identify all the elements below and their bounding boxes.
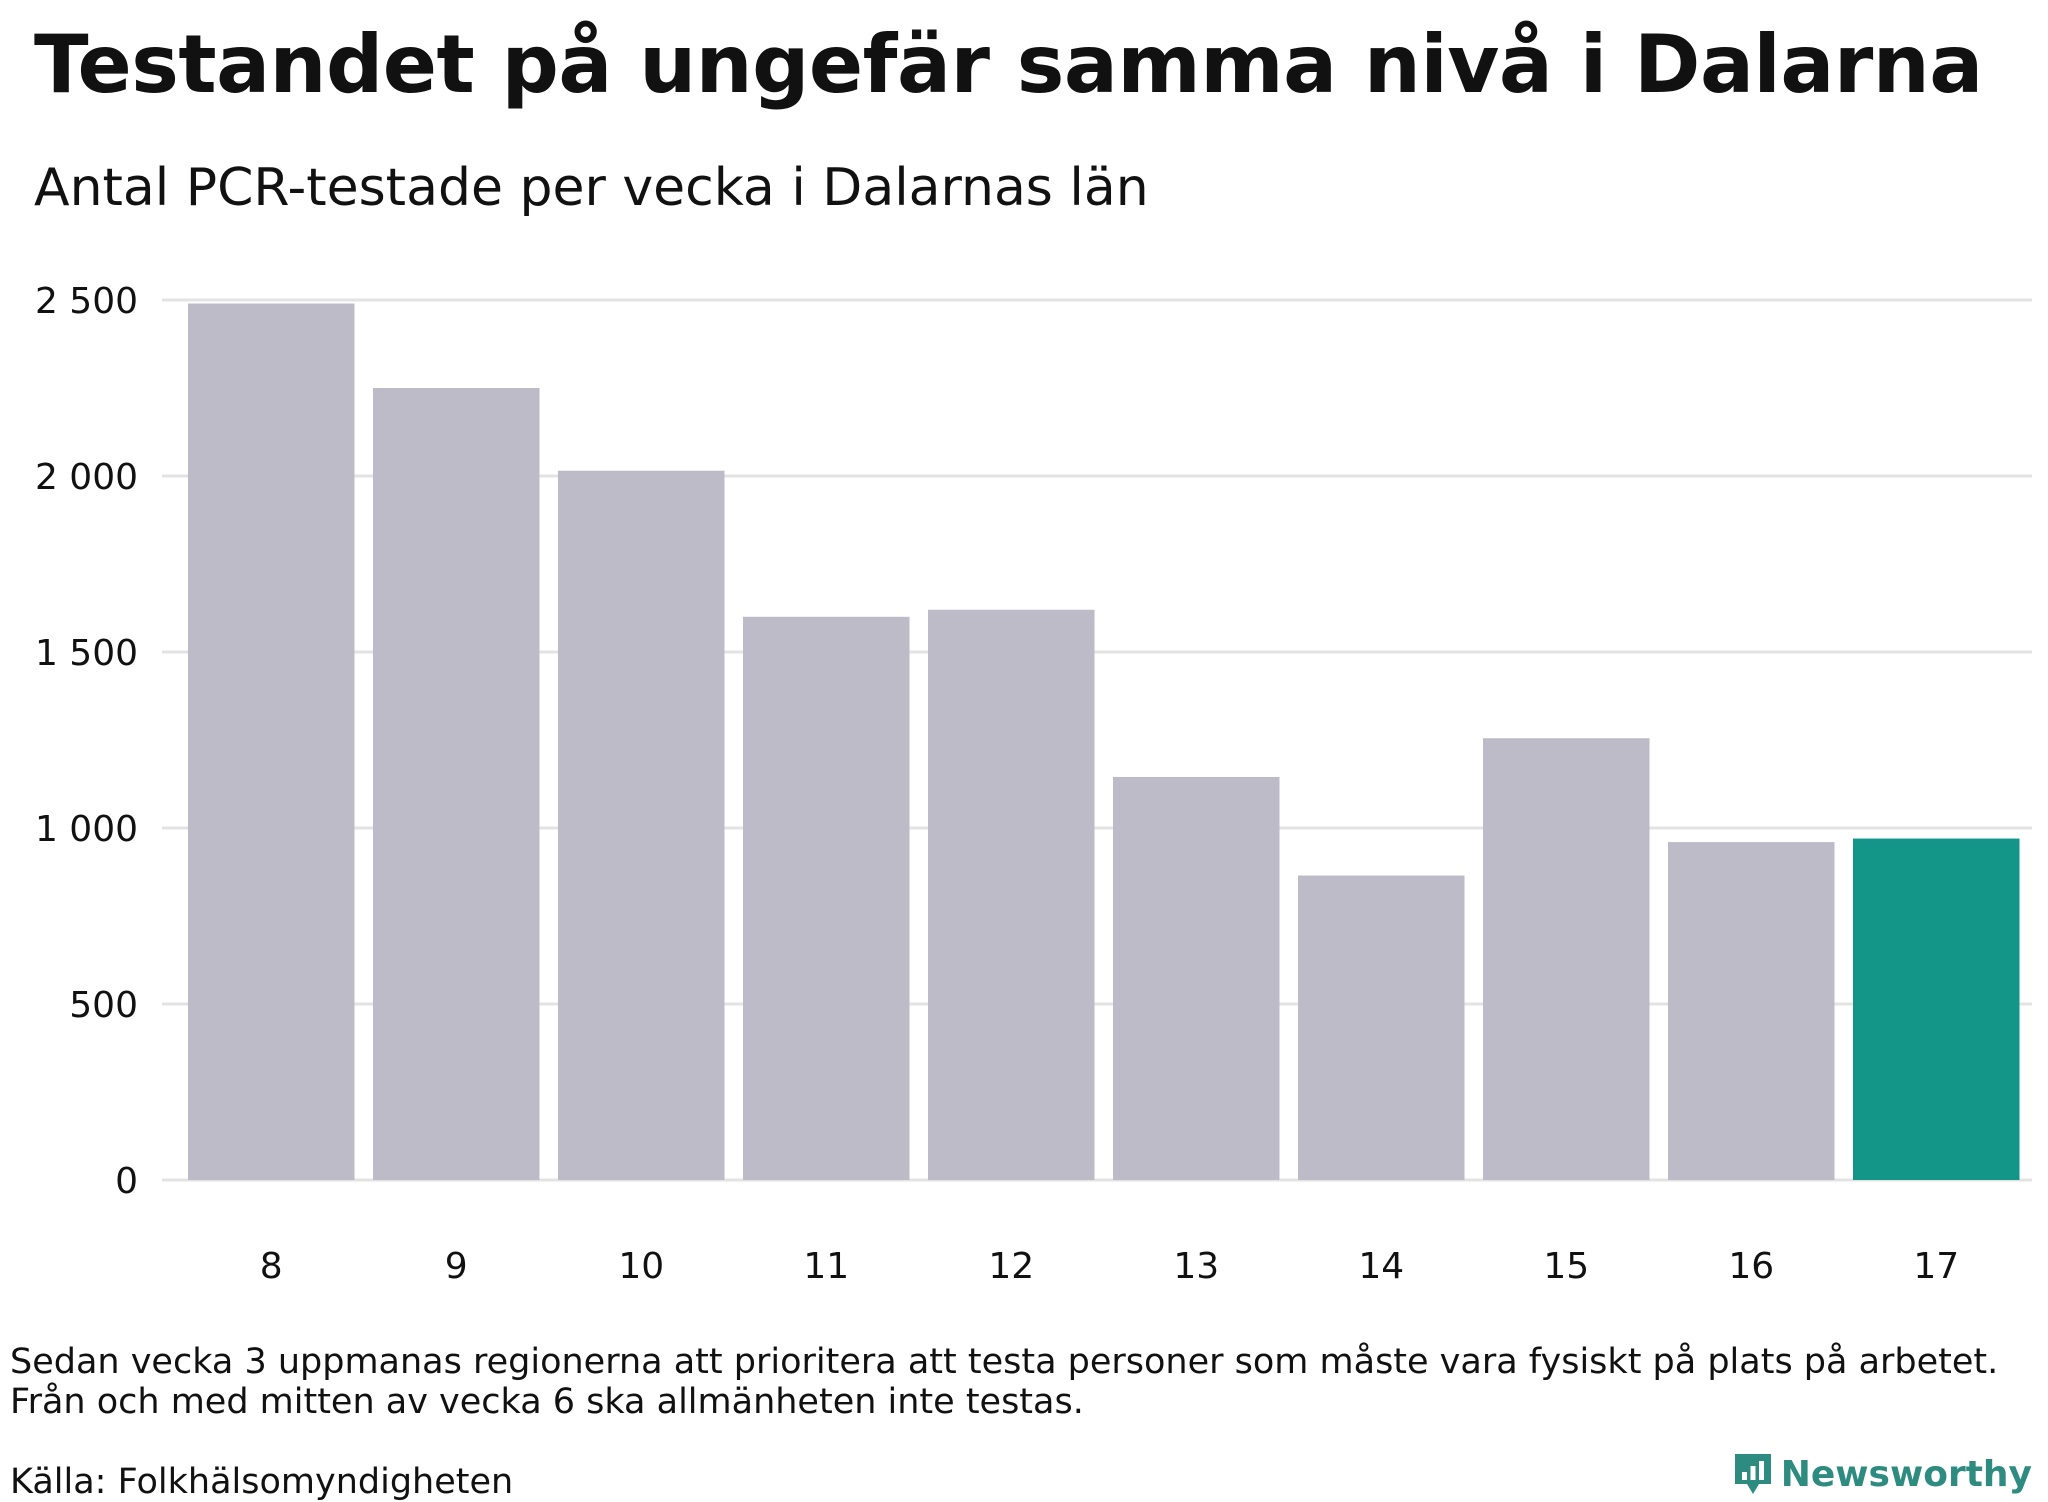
note-line-2: Från och med mitten av vecka 6 ska allmä… — [10, 1382, 1084, 1422]
x-tick-label: 10 — [618, 1246, 664, 1287]
bar-week-14 — [1298, 875, 1465, 1180]
bar-week-11 — [743, 616, 910, 1180]
bar-week-16 — [1668, 842, 1835, 1180]
bar-week-8 — [188, 303, 355, 1180]
y-tick-label: 0 — [115, 1161, 138, 1202]
y-tick-label: 2 500 — [35, 281, 138, 322]
newsworthy-logo-icon — [1734, 1454, 1771, 1494]
bar-chart: 0 500 1 000 1 500 2 000 2 500 8 9 10 11 12 13 14 15 16… — [35, 281, 2032, 1287]
x-tick-label: 16 — [1728, 1246, 1774, 1287]
bar-week-15 — [1483, 738, 1650, 1180]
brand-name: Newsworthy — [1780, 1453, 2032, 1495]
x-tick-label: 12 — [988, 1246, 1034, 1287]
note-line-1: Sedan vecka 3 uppmanas regionerna att pr… — [10, 1342, 1999, 1382]
bar-week-17 — [1853, 838, 2020, 1180]
chart-subtitle: Antal PCR-testade per vecka i Dalarnas l… — [34, 158, 1149, 218]
bar-week-12 — [928, 609, 1095, 1180]
bar-week-9 — [373, 388, 540, 1180]
x-tick-label: 8 — [260, 1246, 283, 1287]
x-tick-label: 9 — [445, 1246, 468, 1287]
bar-week-13 — [1113, 776, 1280, 1180]
x-tick-label: 11 — [803, 1246, 849, 1287]
y-tick-label: 1 500 — [35, 633, 138, 674]
bar-week-10 — [558, 470, 725, 1181]
y-tick-label: 2 000 — [35, 457, 138, 498]
y-tick-label: 1 000 — [35, 809, 138, 850]
x-tick-label: 13 — [1173, 1246, 1219, 1287]
x-tick-label: 14 — [1358, 1246, 1404, 1287]
x-tick-label: 15 — [1543, 1246, 1589, 1287]
source-label: Källa: Folkhälsomyndigheten — [10, 1462, 514, 1502]
y-tick-label: 500 — [69, 985, 138, 1026]
x-tick-label: 17 — [1913, 1246, 1959, 1287]
chart-note: Sedan vecka 3 uppmanas regionerna att pr… — [10, 1342, 1998, 1422]
brand-logo: Newsworthy — [1733, 1452, 2032, 1496]
chart-title: Testandet på ungefär samma nivå i Dalarn… — [34, 18, 1983, 111]
